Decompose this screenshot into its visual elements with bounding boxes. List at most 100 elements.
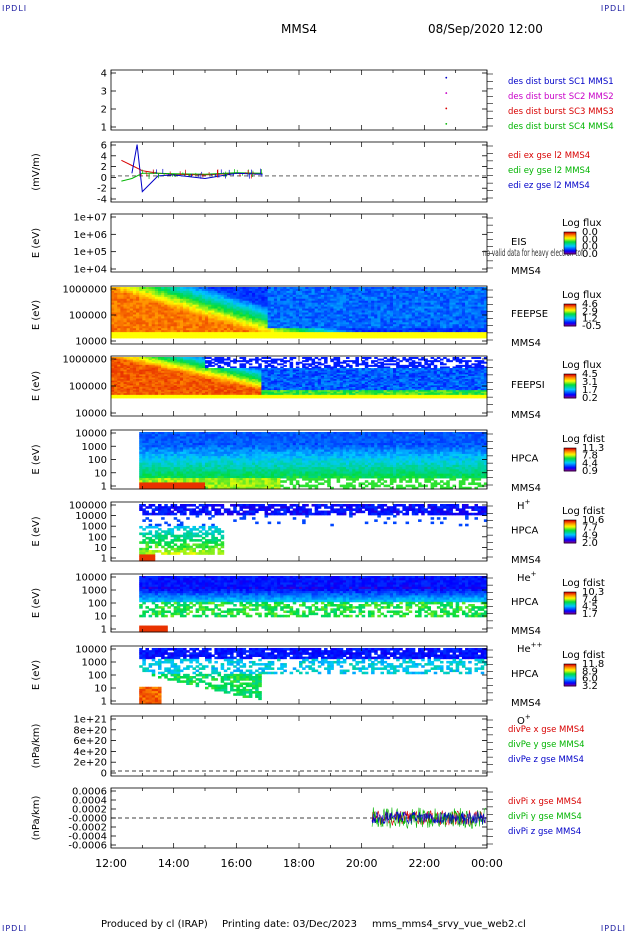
- spectrogram-cell: [129, 385, 134, 388]
- spectrogram-cell: [239, 322, 243, 325]
- spectrogram-cell: [114, 334, 118, 337]
- spectrogram-cell: [267, 304, 272, 308]
- spectrogram-cell: [151, 328, 156, 331]
- spectrogram-cell: [283, 390, 287, 393]
- spectrogram-cell: [349, 298, 353, 302]
- spectrogram-cell: [267, 377, 272, 380]
- spectrogram-cell: [405, 316, 410, 319]
- spectrogram-cell: [289, 377, 294, 380]
- spectrogram-cell: [198, 330, 203, 333]
- spectrogram-cell: [195, 314, 200, 317]
- spectrogram-cell: [458, 288, 463, 292]
- spectrogram-cell: [358, 326, 363, 329]
- spectrogram-cell: [239, 318, 243, 321]
- spectrogram-cell: [286, 330, 290, 333]
- spectrogram-cell: [217, 382, 222, 385]
- spectrogram-cell: [245, 393, 250, 396]
- spectrogram-cell: [123, 330, 128, 333]
- spectrogram-cell: [346, 322, 350, 325]
- spectrogram-cell: [167, 288, 171, 292]
- spectrogram-cell: [396, 316, 400, 319]
- spectrogram-cell: [367, 328, 372, 331]
- spectrogram-cell: [183, 288, 187, 292]
- spectrogram-cell: [367, 288, 372, 292]
- spectrogram-cell: [242, 328, 247, 331]
- spectrogram-cell: [148, 394, 153, 397]
- spectrogram-cell: [258, 328, 262, 331]
- spectrogram-cell: [408, 332, 413, 335]
- y-tick-label: 2: [101, 162, 107, 173]
- spectrogram-cell: [277, 288, 281, 292]
- spectrogram-cell: [170, 393, 175, 396]
- spectrogram-cell: [242, 290, 247, 294]
- spectrogram-cell: [270, 374, 275, 377]
- spectrogram-cell: [117, 391, 121, 394]
- spectrogram-cell: [233, 308, 237, 311]
- spectrogram-cell: [154, 324, 159, 327]
- spectrogram-cell: [449, 308, 453, 311]
- spectrogram-cell: [411, 316, 416, 319]
- spectrogram-cell: [327, 316, 331, 319]
- spectrogram-cell: [211, 300, 215, 304]
- spectrogram-cell: [186, 360, 190, 363]
- spectrogram-cell: [458, 320, 463, 323]
- spectrogram-cell: [255, 372, 259, 375]
- spectrogram-cell: [258, 296, 262, 300]
- spectrogram-cell: [317, 316, 322, 319]
- spectrogram-cell: [302, 316, 306, 319]
- spectrogram-cell: [148, 380, 153, 383]
- spectrogram-cell: [289, 358, 294, 361]
- spectrogram-cell: [129, 361, 134, 364]
- spectrogram-cell: [214, 363, 218, 366]
- spectrogram-cell: [179, 288, 184, 292]
- colorbar-cell: [564, 316, 576, 319]
- spectrogram-cell: [255, 357, 259, 359]
- spectrogram-cell: [377, 320, 381, 323]
- spectrogram-cell: [220, 308, 225, 311]
- spectrogram-cell: [142, 358, 146, 361]
- spectrogram-cell: [248, 306, 253, 309]
- spectrogram-cell: [114, 336, 118, 339]
- spectrogram-cell: [393, 287, 397, 290]
- spectrogram-cell: [414, 288, 419, 292]
- spectrogram-cell: [405, 334, 410, 337]
- spectrogram-cell: [111, 371, 115, 374]
- spectrogram-cell: [311, 334, 316, 337]
- spectrogram-cell: [371, 287, 375, 290]
- spectrogram-cell: [295, 310, 300, 313]
- spectrogram-cell: [226, 320, 231, 323]
- spectrogram-cell: [295, 296, 300, 300]
- spectrogram-cell: [474, 310, 478, 313]
- spectrogram-cell: [286, 369, 290, 372]
- spectrogram-cell: [114, 374, 118, 377]
- spectrogram-cell: [264, 360, 269, 363]
- spectrogram-cell: [173, 361, 178, 364]
- spectrogram-cell: [277, 316, 281, 319]
- spectrogram-cell: [151, 382, 156, 385]
- spectrogram-cell: [211, 290, 215, 294]
- spectrogram-cell: [151, 379, 156, 382]
- spectrogram-cell: [261, 357, 265, 359]
- spectrogram-cell: [136, 306, 140, 309]
- spectrogram-cell: [151, 366, 156, 369]
- spectrogram-cell: [292, 380, 297, 383]
- spectrogram-cell: [389, 302, 394, 306]
- spectrogram-cell: [449, 302, 453, 306]
- spectrogram-cell: [399, 316, 403, 319]
- spectrogram-cell: [374, 298, 378, 302]
- spectrogram-cell: [189, 372, 193, 375]
- spectrogram-cell: [477, 304, 482, 308]
- spectrogram-cell: [308, 314, 312, 317]
- spectrogram-cell: [317, 304, 322, 308]
- spectrogram-cell: [142, 391, 146, 394]
- spectrogram-cell: [136, 294, 140, 298]
- spectrogram-cell: [333, 308, 337, 311]
- spectrogram-cell: [142, 369, 146, 372]
- spectrogram-cell: [324, 332, 328, 335]
- spectrogram-cell: [280, 382, 284, 385]
- spectrogram-cell: [449, 287, 453, 290]
- spectrogram-cell: [158, 363, 162, 366]
- spectrogram-cell: [233, 368, 237, 371]
- spectrogram-cell: [305, 302, 309, 306]
- spectrogram-cell: [383, 324, 388, 327]
